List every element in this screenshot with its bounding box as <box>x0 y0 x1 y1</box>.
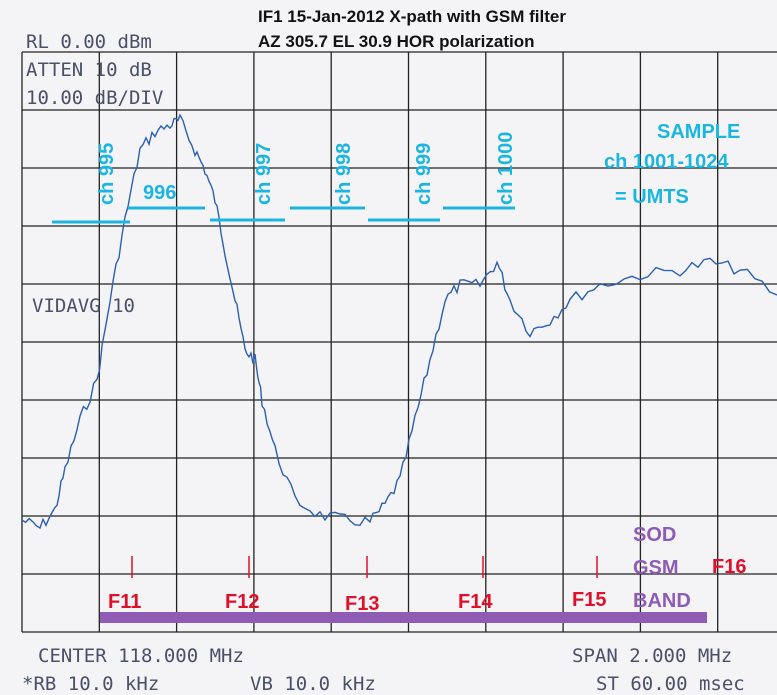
attenuation: ATTEN 10 dB <box>26 59 152 81</box>
channel-label: ch 995 <box>96 143 118 205</box>
subtitle: AZ 305.7 EL 30.9 HOR polarization <box>258 32 535 51</box>
channel-label: ch 999 <box>413 143 435 205</box>
channel-label: 996 <box>143 182 176 204</box>
marker-label: F11 <box>108 591 141 613</box>
band-label: SOD <box>633 524 676 546</box>
video-bw: VB 10.0 kHz <box>250 673 376 695</box>
span: SPAN 2.000 MHz <box>572 645 732 667</box>
sample-label: SAMPLE <box>657 121 740 143</box>
marker-label: F15 <box>572 589 606 611</box>
res-bw: *RB 10.0 kHz <box>22 673 159 695</box>
band-label: BAND <box>633 590 691 612</box>
band-label: GSM <box>633 557 679 579</box>
umts-label: = UMTS <box>615 186 689 208</box>
ref-level: RL 0.00 dBm <box>26 31 152 53</box>
marker-label: F13 <box>345 593 379 615</box>
center-freq: CENTER 118.000 MHz <box>38 645 244 667</box>
channel-label: ch 1000 <box>495 132 517 205</box>
trace <box>21 113 777 530</box>
title: IF1 15-Jan-2012 X-path with GSM filter <box>258 7 566 26</box>
sweep-time: ST 60.00 msec <box>596 673 745 695</box>
marker-ticks <box>131 556 598 578</box>
channel-label: ch 997 <box>253 143 275 205</box>
umts-channels: ch 1001-1024 <box>604 151 729 173</box>
channel-label: ch 998 <box>333 143 355 205</box>
marker-label: F16 <box>712 556 746 578</box>
scale: 10.00 dB/DIV <box>26 87 163 109</box>
video-average: VIDAVG 10 <box>32 295 135 317</box>
marker-label: F12 <box>225 591 259 613</box>
channel-lines <box>52 206 515 224</box>
gsm-band-bar <box>100 612 707 623</box>
graticule <box>21 51 777 633</box>
marker-label: F14 <box>458 591 493 613</box>
